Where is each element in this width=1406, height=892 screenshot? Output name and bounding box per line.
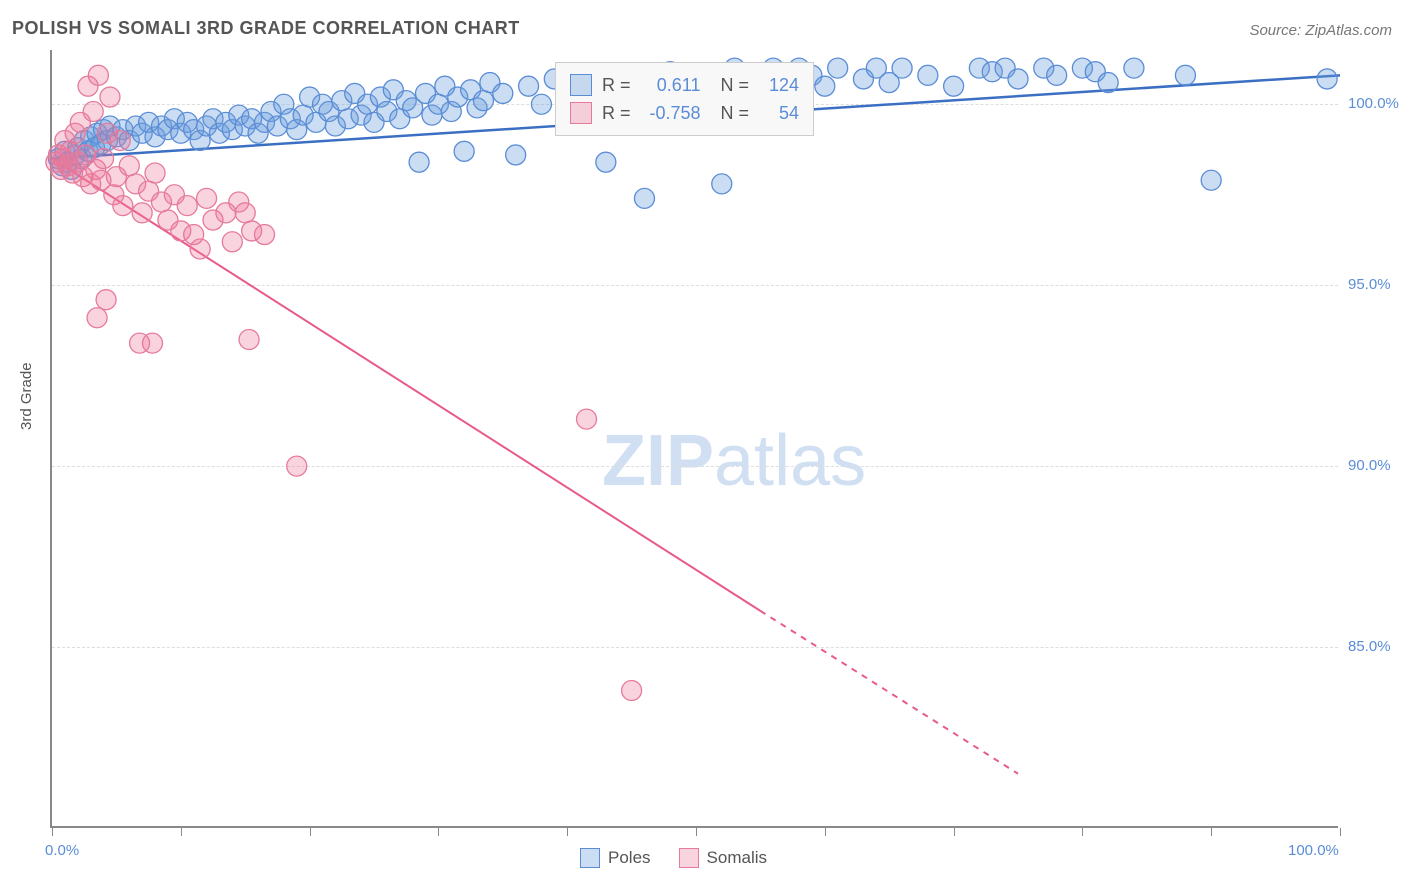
data-point xyxy=(815,76,835,96)
data-point xyxy=(94,149,114,169)
data-point xyxy=(96,290,116,310)
x-tick xyxy=(1340,828,1341,836)
data-point xyxy=(596,152,616,172)
data-point xyxy=(473,91,493,111)
trend-line-dashed xyxy=(760,611,1018,774)
data-point xyxy=(1124,58,1144,78)
trend-line xyxy=(52,159,760,611)
data-point xyxy=(1175,65,1195,85)
data-point xyxy=(493,83,513,103)
legend-row: R =0.611 N =124 xyxy=(570,71,799,99)
y-axis-label: 3rd Grade xyxy=(18,362,35,430)
data-point xyxy=(634,188,654,208)
legend-swatch xyxy=(580,848,600,868)
data-point xyxy=(287,456,307,476)
data-point xyxy=(519,76,539,96)
data-point xyxy=(142,333,162,353)
y-tick-label: 90.0% xyxy=(1348,457,1391,474)
data-point xyxy=(110,130,130,150)
plot-svg xyxy=(52,50,1340,828)
chart-area: ZIPatlas xyxy=(50,50,1338,828)
x-tick-label: 0.0% xyxy=(45,842,79,859)
data-point xyxy=(197,188,217,208)
data-point xyxy=(87,308,107,328)
data-point xyxy=(1098,73,1118,93)
y-tick-label: 95.0% xyxy=(1348,276,1391,293)
y-tick-label: 85.0% xyxy=(1348,638,1391,655)
data-point xyxy=(190,239,210,259)
x-tick xyxy=(438,828,439,836)
x-tick xyxy=(1082,828,1083,836)
data-point xyxy=(83,102,103,122)
x-tick xyxy=(567,828,568,836)
x-tick xyxy=(181,828,182,836)
data-point xyxy=(100,87,120,107)
correlation-legend: R =0.611 N =124 R =-0.758 N =54 xyxy=(555,62,814,136)
data-point xyxy=(622,680,642,700)
chart-title: POLISH VS SOMALI 3RD GRADE CORRELATION C… xyxy=(12,18,520,39)
data-point xyxy=(132,203,152,223)
data-point xyxy=(88,65,108,85)
data-point xyxy=(222,232,242,252)
data-point xyxy=(113,196,133,216)
data-point xyxy=(145,163,165,183)
x-tick-label: 100.0% xyxy=(1288,842,1339,859)
data-point xyxy=(1008,69,1028,89)
data-point xyxy=(712,174,732,194)
data-point xyxy=(177,196,197,216)
data-point xyxy=(119,156,139,176)
source-credit: Source: ZipAtlas.com xyxy=(1249,22,1392,39)
legend-row: R =-0.758 N =54 xyxy=(570,99,799,127)
data-point xyxy=(918,65,938,85)
y-tick-label: 100.0% xyxy=(1348,95,1399,112)
legend-swatch xyxy=(679,848,699,868)
data-point xyxy=(892,58,912,78)
data-point xyxy=(1317,69,1337,89)
legend-swatch xyxy=(570,74,592,96)
data-point xyxy=(828,58,848,78)
data-point xyxy=(239,329,259,349)
data-point xyxy=(944,76,964,96)
data-point xyxy=(409,152,429,172)
legend-item: Somalis xyxy=(679,848,767,868)
x-tick xyxy=(52,828,53,836)
x-tick xyxy=(1211,828,1212,836)
plot-region: ZIPatlas xyxy=(50,50,1338,828)
data-point xyxy=(1047,65,1067,85)
x-tick xyxy=(825,828,826,836)
data-point xyxy=(531,94,551,114)
data-point xyxy=(577,409,597,429)
x-tick xyxy=(954,828,955,836)
data-point xyxy=(506,145,526,165)
x-tick xyxy=(696,828,697,836)
data-point xyxy=(1201,170,1221,190)
legend-swatch xyxy=(570,102,592,124)
legend-item: Poles xyxy=(580,848,651,868)
data-point xyxy=(454,141,474,161)
x-tick xyxy=(310,828,311,836)
series-legend: Poles Somalis xyxy=(580,848,767,868)
data-point xyxy=(235,203,255,223)
data-point xyxy=(255,225,275,245)
